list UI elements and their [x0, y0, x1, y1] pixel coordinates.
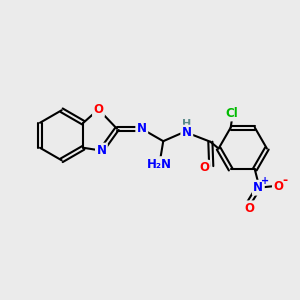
Text: O: O: [273, 180, 284, 193]
Text: Cl: Cl: [226, 107, 239, 120]
Text: N: N: [182, 126, 192, 139]
Text: H: H: [182, 119, 191, 129]
Text: H₂N: H₂N: [147, 158, 172, 171]
Text: O: O: [244, 202, 254, 215]
Text: N: N: [96, 144, 106, 157]
Text: -: -: [282, 174, 287, 188]
Text: N: N: [254, 181, 263, 194]
Text: +: +: [261, 176, 269, 186]
Text: O: O: [199, 161, 209, 174]
Text: O: O: [94, 103, 103, 116]
Text: N: N: [137, 122, 147, 135]
